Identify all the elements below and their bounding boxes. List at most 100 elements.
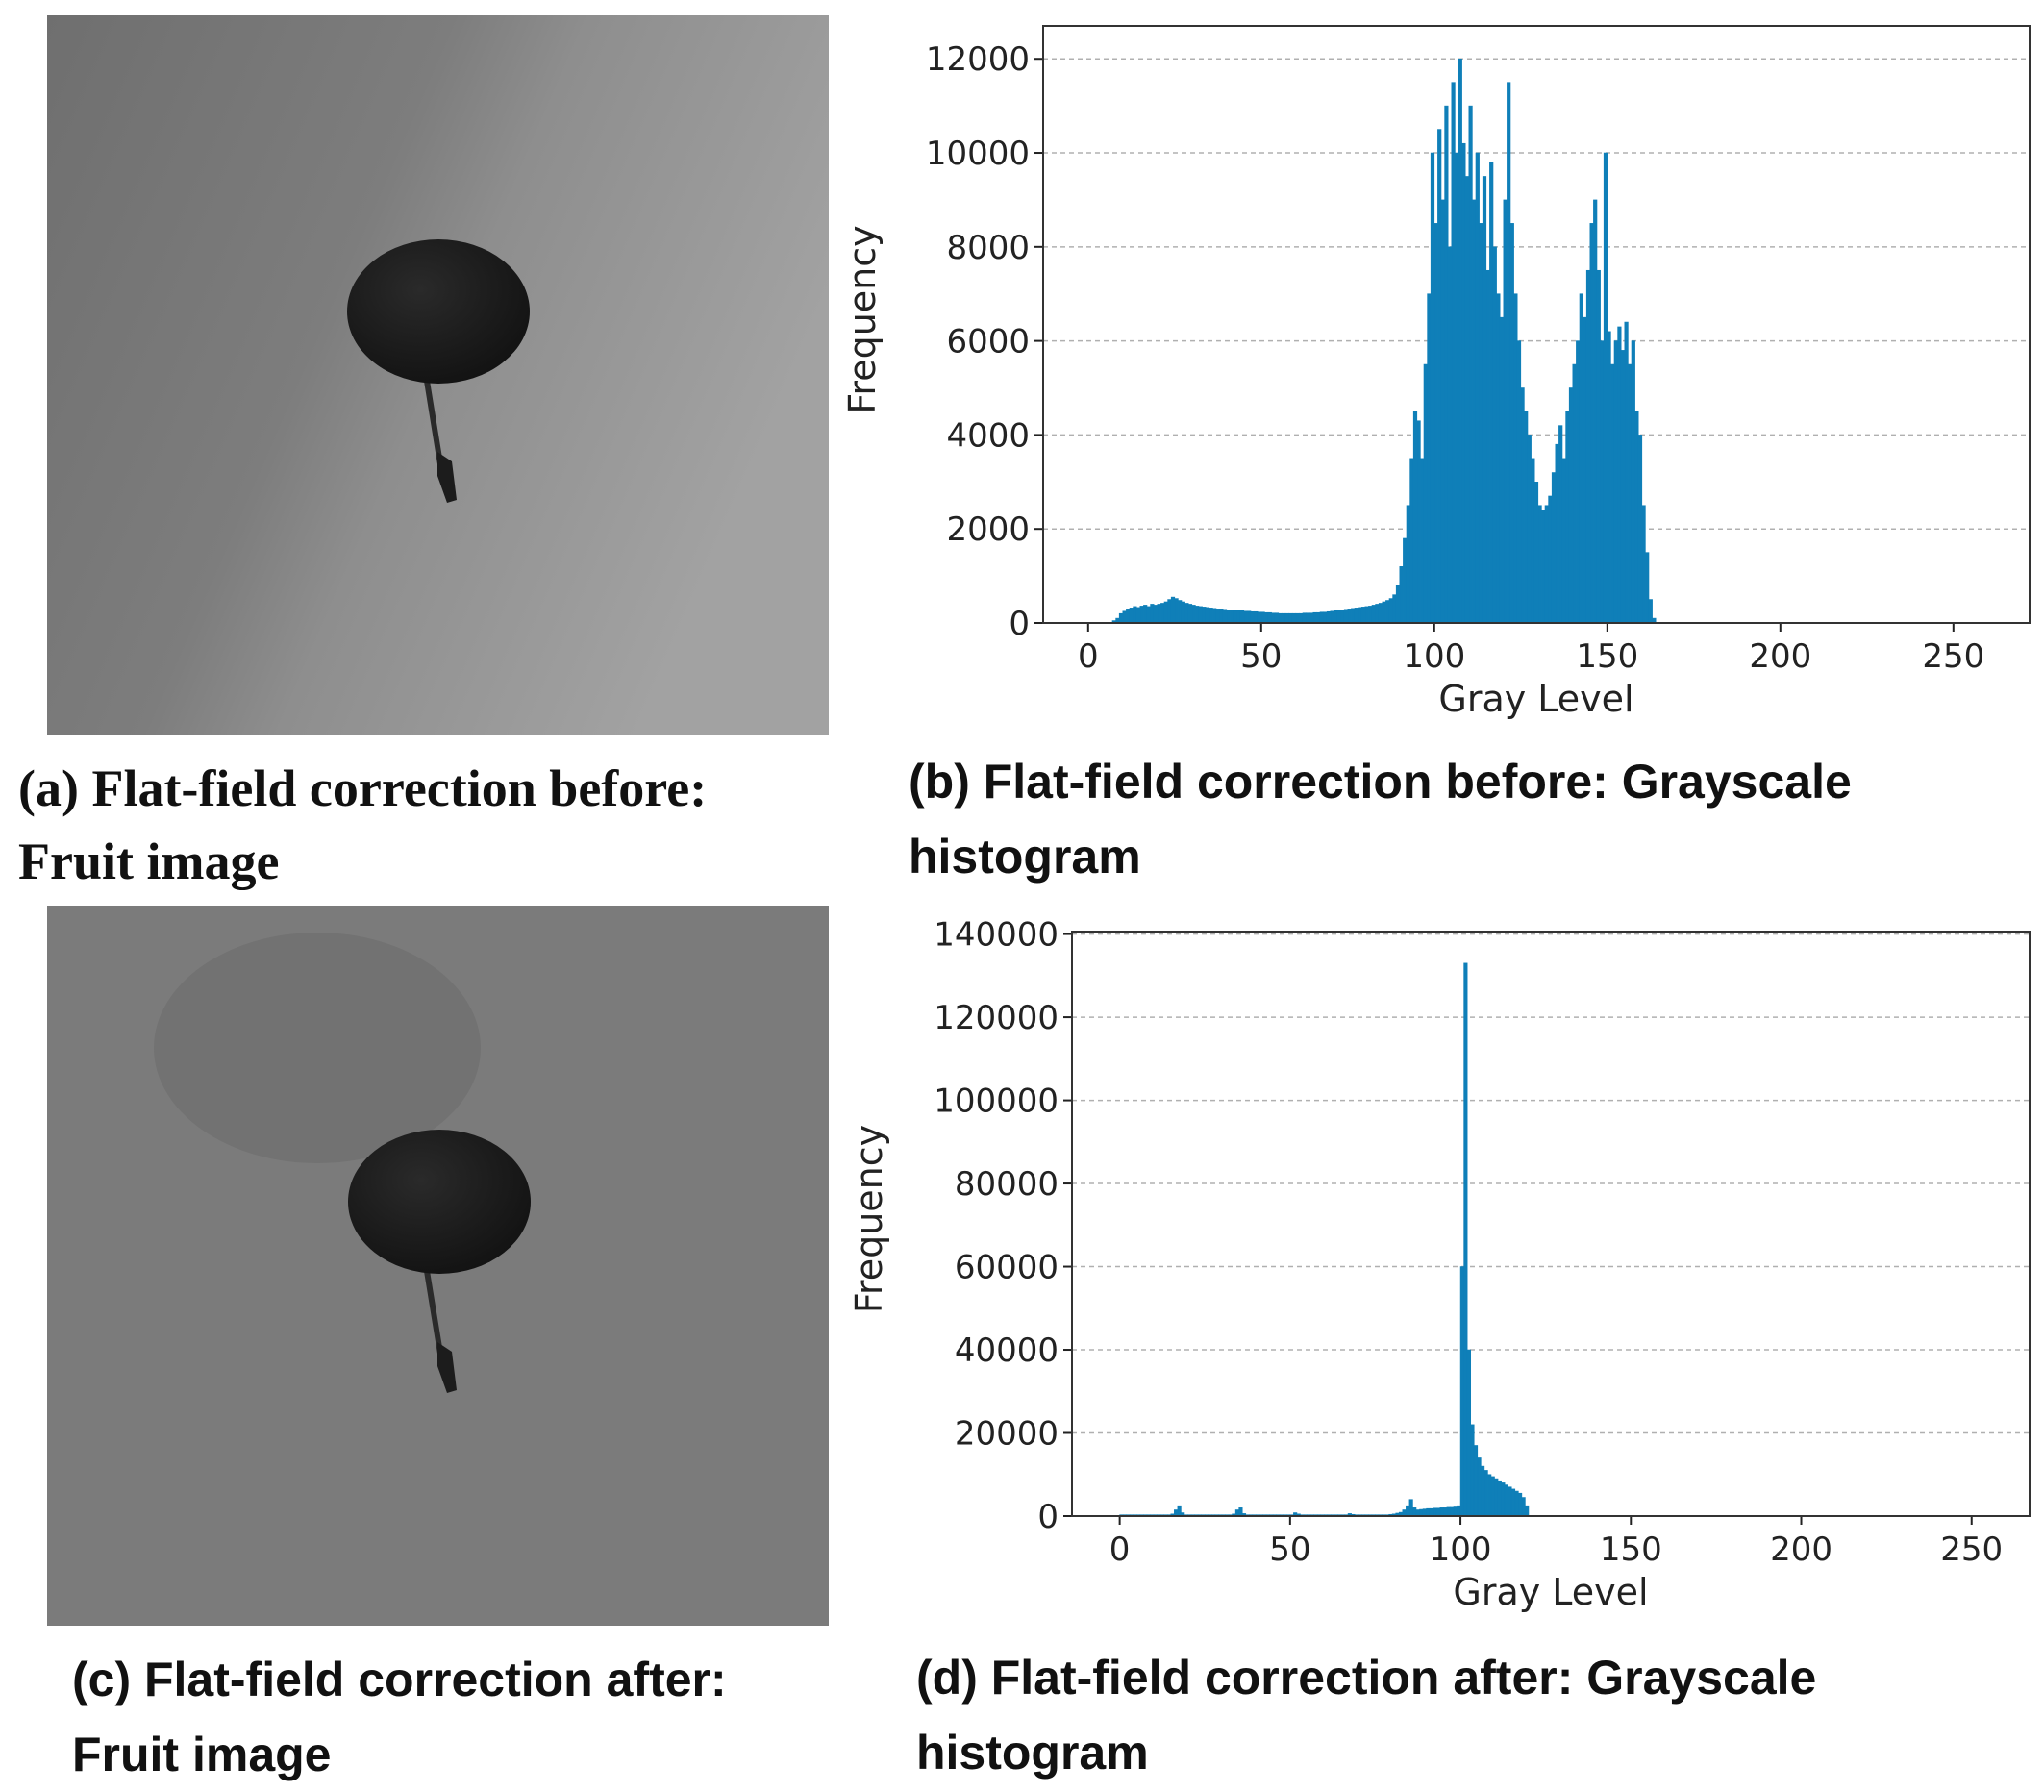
bar	[1520, 387, 1525, 624]
caption-line: Fruit image	[72, 1728, 332, 1781]
bar	[1444, 105, 1449, 624]
bar	[1437, 129, 1442, 624]
bar	[1139, 606, 1144, 624]
cherry	[347, 239, 530, 384]
bar	[1323, 611, 1328, 624]
y-tick-label: 40000	[955, 1332, 1059, 1370]
bar	[1450, 1506, 1455, 1517]
bar	[1167, 599, 1172, 624]
bar	[1513, 293, 1518, 624]
bar	[1459, 1266, 1464, 1517]
bar	[1326, 610, 1332, 624]
bar	[1645, 552, 1650, 624]
bar	[1122, 610, 1127, 624]
bar	[1284, 612, 1289, 624]
photo-after	[47, 906, 829, 1626]
bar	[1458, 58, 1462, 624]
bar	[1548, 495, 1553, 624]
bar	[1596, 269, 1601, 624]
stem-end	[437, 452, 457, 503]
bar	[1509, 223, 1514, 624]
bar	[1316, 611, 1321, 624]
cherry	[348, 1130, 531, 1274]
caption-line: histogram	[916, 1726, 1149, 1780]
caption: (d) Flat-field correction after: Graysca…	[916, 1640, 1816, 1790]
bar	[1429, 1507, 1434, 1517]
bar	[1541, 510, 1546, 624]
bar	[1481, 1465, 1485, 1517]
x-tick-label: 0	[1078, 637, 1099, 676]
bar	[1489, 162, 1494, 624]
bar	[1648, 599, 1653, 624]
bar	[1230, 610, 1234, 624]
bar	[1558, 425, 1563, 624]
bar	[1631, 340, 1635, 624]
bar	[1451, 82, 1456, 624]
bar	[1455, 152, 1459, 624]
bar	[1385, 600, 1390, 624]
bar	[1419, 1508, 1424, 1517]
bar	[1215, 609, 1220, 624]
bar	[1222, 609, 1228, 624]
bar	[1368, 606, 1373, 624]
bar	[1170, 596, 1176, 624]
bar	[1239, 610, 1245, 624]
bar	[1306, 612, 1310, 624]
bar	[1503, 199, 1508, 624]
bar	[1205, 607, 1210, 624]
bar	[1163, 601, 1168, 624]
bar	[1409, 458, 1414, 624]
caption-line: histogram	[909, 830, 1141, 884]
x-tick-label: 150	[1576, 637, 1638, 676]
bar	[1485, 269, 1490, 624]
bar	[1579, 293, 1583, 624]
bar	[1243, 610, 1248, 624]
bar	[1433, 223, 1438, 624]
bar	[1641, 505, 1646, 624]
bar	[1354, 608, 1359, 624]
bar	[1288, 612, 1293, 624]
bar	[1533, 482, 1539, 624]
bar	[1126, 609, 1131, 624]
bar	[1470, 1424, 1475, 1517]
bar	[1334, 610, 1338, 624]
bar	[1319, 611, 1324, 624]
bar	[1295, 612, 1300, 624]
bar	[1572, 363, 1577, 624]
bar	[1291, 612, 1297, 624]
bar	[1479, 223, 1483, 624]
bar	[1195, 606, 1200, 624]
bar	[1475, 152, 1480, 624]
bar	[1607, 331, 1611, 624]
bar	[1496, 293, 1501, 624]
x-axis-label: Gray Level	[1438, 678, 1633, 720]
bar	[1492, 246, 1497, 624]
x-tick-label: 100	[1430, 1531, 1492, 1569]
y-axis-label: Frequency	[841, 225, 884, 413]
bar	[1184, 603, 1189, 624]
bar	[1153, 605, 1159, 624]
bar	[1181, 601, 1185, 624]
bar	[1336, 610, 1341, 624]
bar	[1340, 610, 1345, 624]
bar	[1628, 363, 1633, 624]
bar	[1219, 609, 1224, 624]
bar	[1487, 1474, 1492, 1517]
bar	[1583, 316, 1587, 624]
y-tick-label: 20000	[955, 1415, 1059, 1454]
bar	[1157, 604, 1161, 624]
bar	[1382, 601, 1386, 624]
bar	[1143, 605, 1148, 624]
bar	[1420, 458, 1425, 624]
bar	[1187, 604, 1193, 624]
x-tick-label: 200	[1749, 637, 1811, 676]
bar	[1477, 1457, 1482, 1517]
bar	[1443, 1507, 1448, 1517]
y-tick-label: 120000	[934, 999, 1059, 1037]
bar	[1118, 612, 1124, 624]
bar	[1439, 1507, 1444, 1517]
bar	[1254, 610, 1259, 624]
